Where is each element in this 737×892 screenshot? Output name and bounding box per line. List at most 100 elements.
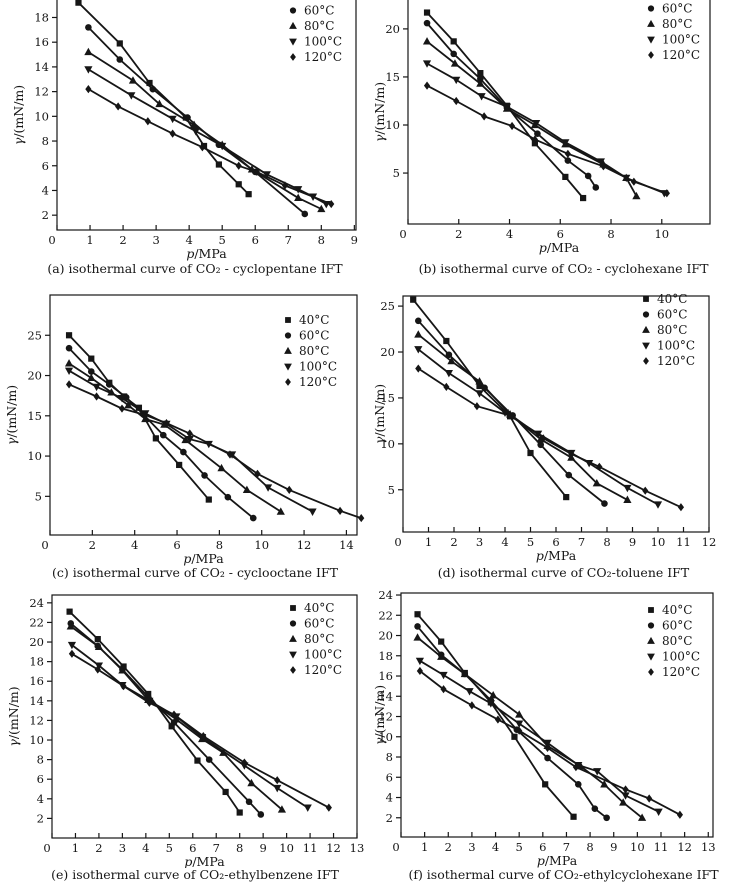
x-tick-label: 12 <box>326 841 341 855</box>
series-60°C <box>65 344 257 522</box>
data-point-diamond <box>115 102 122 111</box>
x-axis-title: p/MPa <box>537 853 578 868</box>
y-tick-label: 25 <box>380 299 395 313</box>
data-point-diamond <box>473 402 481 411</box>
legend-triangle-up-icon <box>647 636 655 644</box>
data-point-diamond <box>453 96 460 106</box>
data-point-triangle-up <box>242 485 252 493</box>
legend-label: 100°C <box>657 339 695 353</box>
data-point-triangle-down <box>439 671 448 680</box>
data-point-square <box>222 788 229 796</box>
data-point-triangle-down <box>623 484 632 493</box>
data-point-diamond <box>423 81 431 90</box>
data-point-triangle-up <box>155 99 164 108</box>
data-point-circle <box>564 157 572 164</box>
data-point-triangle-up <box>422 37 432 45</box>
y-tick-label: 24 <box>29 596 44 610</box>
chart-e-ethylbenzene: 2 4 6 8 10 12 14 16 18 20 22 24 0 1 2 3 4 5 6 7 8 9 10 11 12 13 p/… <box>0 580 368 868</box>
legend-square-icon <box>643 296 649 302</box>
series-40°C <box>66 608 243 816</box>
data-point-triangle-down <box>621 792 630 800</box>
legend-label: 100°C <box>304 35 342 49</box>
y-tick-label: 18 <box>378 649 393 663</box>
y-tick-label: 6 <box>386 770 393 784</box>
x-tick-label: 4 <box>185 233 192 247</box>
data-point-diamond <box>336 506 344 515</box>
y-tick-label: 14 <box>29 694 44 708</box>
y-axis-title: γ/(mN/m) <box>372 82 387 142</box>
x-tick-label: 2 <box>95 841 102 855</box>
panel-chart-e: 2 4 6 8 10 12 14 16 18 20 22 24 0 1 2 3 4 5 6 7 8 9 10 11 12 13 p/… <box>0 580 368 892</box>
panel-chart-c: 5 10 15 20 25 0 2 4 6 8 10 12 14 p/MPa γ/(mN/m) 40°C 60°… <box>0 290 368 580</box>
x-tick-label: 9 <box>629 535 636 549</box>
legend-label: 40°C <box>662 603 692 617</box>
data-point-square <box>75 0 82 6</box>
data-point-circle <box>205 756 213 763</box>
x-tick-label: 8 <box>236 841 243 855</box>
x-tick-label: 2 <box>455 227 462 241</box>
data-point-diamond <box>677 503 685 512</box>
data-point-diamond <box>646 794 653 803</box>
legend-diamond-icon <box>643 357 649 365</box>
x-tick-label: 0 <box>394 535 401 549</box>
data-point-triangle-down <box>94 662 104 670</box>
legend-triangle-down-icon <box>647 36 655 44</box>
x-tick-label: 13 <box>701 840 716 854</box>
data-point-square <box>88 355 95 362</box>
data-point-circle <box>257 811 265 818</box>
y-axis-title: γ/(mN/m) <box>372 685 387 745</box>
y-tick-label: 15 <box>27 409 42 423</box>
data-point-square <box>94 635 101 643</box>
series-120°C <box>65 380 365 523</box>
legend-label: 80°C <box>662 634 692 648</box>
series-line <box>412 299 567 498</box>
caption-chart-f: (f) isothermal curve of CO₂-ethylcyclohe… <box>408 867 719 882</box>
data-point-square <box>477 70 484 77</box>
data-point-triangle-down <box>303 804 312 812</box>
data-point-square <box>580 194 587 202</box>
data-point-circle <box>201 472 208 479</box>
data-point-triangle-down <box>218 142 227 151</box>
data-point-triangle-down <box>444 370 453 378</box>
legend-label: 60°C <box>304 4 334 18</box>
y-tick-label: 4 <box>386 791 393 805</box>
series-line <box>87 26 306 215</box>
y-tick-label: 10 <box>385 118 400 132</box>
series-line <box>68 347 254 519</box>
data-point-diamond <box>226 450 234 459</box>
x-axis-title: p/MPa <box>186 246 227 261</box>
data-point-diamond <box>186 429 193 438</box>
legend-triangle-up-icon <box>289 21 297 29</box>
data-point-square <box>410 296 417 303</box>
x-tick-label: 1 <box>72 841 79 855</box>
data-point-square <box>443 337 450 345</box>
data-point-triangle-up <box>181 435 190 444</box>
data-point-circle <box>224 493 232 501</box>
x-axis: 0 2 4 6 8 10 12 14 <box>41 530 354 552</box>
x-axis: 0 1 2 3 4 5 6 7 8 9 <box>48 225 358 247</box>
legend-square-icon <box>648 607 654 613</box>
x-tick-label: 0 <box>399 227 406 241</box>
y-tick-label: 8 <box>37 753 44 767</box>
x-tick-label: 10 <box>279 841 294 855</box>
panel-chart-a: 24681012141618200123456789p/MPaγ/(mN/m)4… <box>0 0 368 290</box>
data-point-triangle-down <box>654 808 663 816</box>
data-point-triangle-down <box>593 768 602 776</box>
legend-circle-icon <box>289 620 297 627</box>
x-tick-label: 6 <box>252 233 259 247</box>
x-tick-label: 7 <box>563 840 570 854</box>
y-tick-label: 2 <box>42 208 49 222</box>
plot-border <box>49 294 358 536</box>
x-tick-label: 7 <box>213 841 220 855</box>
data-point-diamond <box>508 121 516 131</box>
data-point-diamond <box>564 149 571 158</box>
x-tick-label: 10 <box>254 538 269 552</box>
legend-triangle-down-icon <box>289 38 297 46</box>
legend-label: 40°C <box>304 601 334 615</box>
data-point-triangle-down <box>561 139 570 147</box>
data-point-triangle-down <box>515 720 524 728</box>
data-point-diamond <box>65 380 73 389</box>
